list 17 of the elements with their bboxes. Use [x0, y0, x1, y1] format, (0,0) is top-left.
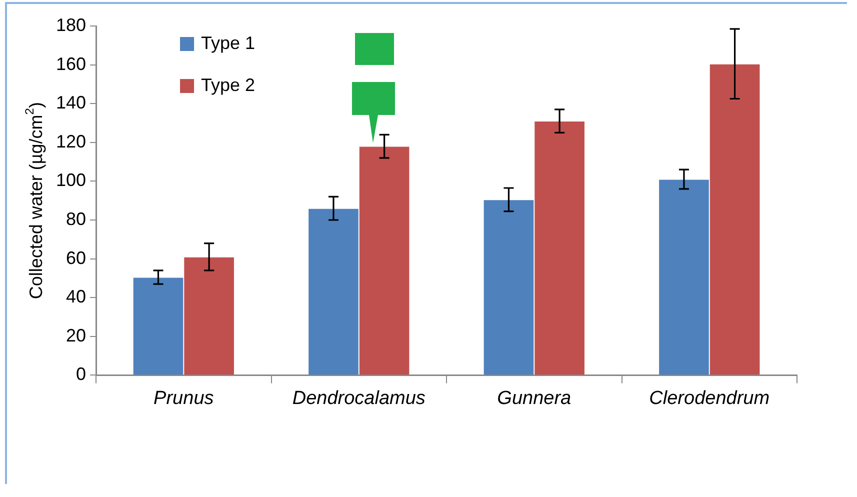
x-tick-label: Clerodendrum [649, 388, 770, 409]
y-tick-label: 120 [56, 131, 86, 152]
y-tick-label: 40 [66, 286, 86, 307]
y-axis-title: Collected water (µg/cm2) [22, 102, 46, 300]
y-tick-label: 0 [76, 364, 86, 384]
legend-label: Type 1 [201, 32, 256, 53]
x-tick-label: Prunus [154, 388, 214, 409]
x-tick-label: Dendrocalamus [292, 388, 426, 409]
y-tick-label: 60 [66, 248, 86, 268]
x-tick-label: Gunnera [497, 388, 572, 409]
y-tick-label: 100 [56, 170, 86, 190]
y-tick-label: 20 [66, 325, 86, 346]
y-tick-label: 160 [56, 54, 86, 74]
y-tick-label: 140 [56, 92, 86, 113]
legend-label: Type 2 [201, 74, 256, 95]
y-tick-label: 180 [56, 14, 86, 35]
y-tick-label: 80 [66, 208, 86, 229]
